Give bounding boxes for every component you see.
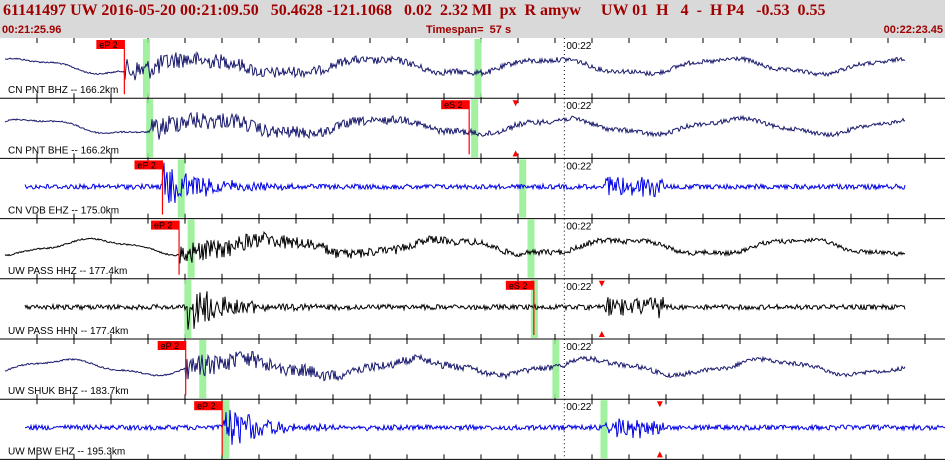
phase-pick-label: eP 2 — [154, 221, 172, 231]
waveform-trace[interactable] — [4, 112, 906, 140]
waveform-panel[interactable]: 00:22 eP 2 CN PNT BHZ -- 166.2km 00:22 eS 2 C… — [0, 38, 945, 460]
phase-pick-label: eS 2 — [444, 100, 463, 110]
arrival-marker-icon — [512, 100, 519, 107]
channel-label: CN PNT BHE -- 166.2km — [8, 145, 119, 156]
minute-label: 00:22 — [566, 402, 591, 413]
phase-pick-label: eP 2 — [137, 160, 155, 170]
channel-label: UW PASS HHZ -- 177.4km — [8, 266, 127, 277]
phase-pick-label: eP 2 — [99, 40, 117, 50]
waveform-trace[interactable] — [4, 230, 906, 264]
channel-label: UW SHUK BHZ -- 183.7km — [8, 386, 129, 397]
event-summary: 61141497 UW 2016-05-20 00:21:09.50 50.46… — [3, 2, 826, 19]
arrival-marker-icon — [656, 401, 663, 408]
phase-window — [527, 219, 535, 278]
minute-label: 00:22 — [566, 41, 591, 52]
minute-label: 00:22 — [566, 161, 591, 172]
minute-label: 00:22 — [566, 101, 591, 112]
channel-label: UW PASS HHN -- 177.4km — [8, 326, 128, 337]
phase-pick-flag[interactable] — [151, 220, 180, 230]
phase-pick-label: eP 2 — [197, 401, 215, 411]
minute-label: 00:22 — [566, 282, 591, 293]
channel-label: UW MBW EHZ -- 195.3km — [8, 446, 125, 457]
end-time: 00:22:23.45 — [883, 24, 943, 36]
arrival-marker-icon — [598, 331, 605, 337]
phase-pick-flag[interactable] — [96, 40, 125, 49]
channel-label: CN PNT BHZ -- 166.2km — [8, 85, 118, 96]
phase-pick-label: eP 2 — [161, 341, 179, 351]
waveform-trace[interactable] — [4, 50, 906, 81]
phase-pick-flag[interactable] — [441, 100, 470, 110]
timespan-label: Timespan= 57 s — [426, 24, 512, 36]
phase-pick-flag[interactable] — [505, 280, 534, 290]
phase-pick-flag[interactable] — [194, 401, 223, 411]
arrival-marker-icon — [512, 150, 519, 157]
phase-pick-flag[interactable] — [157, 341, 186, 350]
phase-window — [471, 99, 479, 158]
event-header: 61141497 UW 2016-05-20 00:21:09.50 50.46… — [0, 0, 945, 38]
arrival-marker-icon — [656, 451, 663, 458]
phase-window — [142, 39, 150, 98]
phase-pick-flag[interactable] — [134, 160, 163, 170]
arrival-marker-icon — [598, 280, 605, 287]
waveform-trace[interactable] — [4, 350, 906, 382]
waveform-trace[interactable] — [25, 409, 945, 445]
phase-window — [184, 279, 192, 338]
start-time: 00:21:25.96 — [2, 24, 62, 36]
phase-window — [552, 340, 560, 399]
phase-window — [187, 219, 195, 278]
minute-label: 00:22 — [566, 222, 591, 233]
phase-window — [222, 400, 230, 459]
minute-label: 00:22 — [566, 342, 591, 353]
phase-window — [600, 400, 608, 459]
channel-label: CN VDB EHZ -- 175.0km — [8, 206, 119, 217]
waveform-trace[interactable] — [24, 162, 906, 204]
waveform-trace[interactable] — [24, 291, 906, 330]
phase-window — [474, 39, 482, 98]
phase-window — [146, 99, 154, 158]
phase-pick-label: eS 2 — [509, 281, 528, 291]
